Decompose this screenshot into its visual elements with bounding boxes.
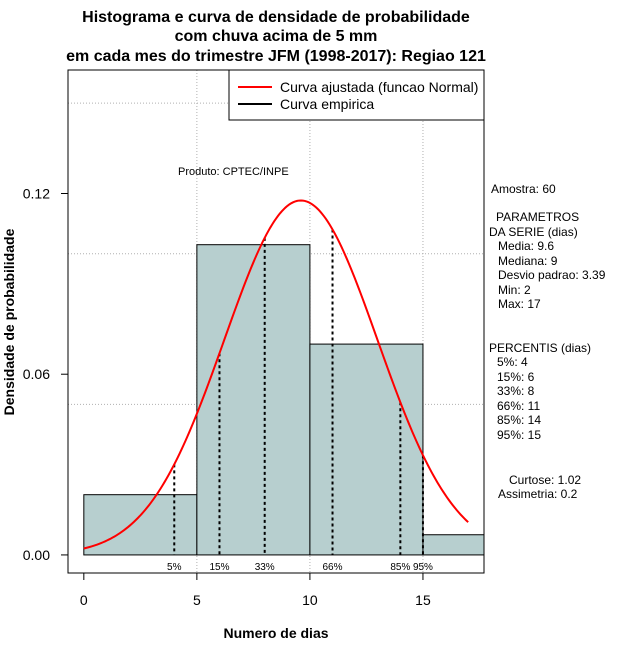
chart-title-line-1: Histograma e curva de densidade de proba…: [82, 9, 470, 26]
histogram-bar-0: [83, 494, 198, 556]
percentile-label-3: 66%: [323, 562, 343, 573]
histogram-bar-1: [196, 244, 311, 556]
y-axis-title: Densidade de probabilidade: [1, 228, 17, 415]
legend-box: [228, 69, 485, 121]
percentile-label-1: 15%: [209, 562, 229, 573]
y-axis: 0.00 0.06 0.12: [23, 185, 68, 563]
side-p85: 85%: 14: [497, 413, 541, 427]
side-p15: 15%: 6: [497, 370, 535, 384]
side-p66: 66%: 11: [497, 399, 540, 413]
histogram-bar-2: [309, 343, 424, 556]
x-axis: 0 5 10 15: [80, 573, 431, 608]
side-media: Media: 9.6: [498, 239, 554, 253]
side-p33: 33%: 8: [497, 384, 535, 398]
side-percentis-title: PERCENTIS (dias): [489, 341, 591, 355]
side-p95: 95%: 15: [497, 428, 541, 442]
product-annotation: Produto: CPTEC/INPE: [178, 166, 289, 178]
y-tick-label-2: 0.12: [23, 185, 50, 201]
side-desvio: Desvio padrao: 3.39: [498, 268, 606, 282]
x-tick-label-3: 15: [415, 592, 431, 608]
legend-fit-label: Curva ajustada (funcao Normal): [280, 79, 478, 95]
y-tick-label-0: 0.00: [23, 547, 50, 563]
chart-title-line-2: com chuva acima de 5 mm: [175, 28, 378, 45]
legend-empirical-label: Curva empirica: [280, 96, 374, 112]
percentile-label-4: 85%: [390, 562, 410, 573]
percentile-label-0: 5%: [167, 562, 182, 573]
percentile-label-2: 33%: [255, 562, 275, 573]
side-params-title: PARAMETROS: [496, 210, 579, 224]
percentile-lines: 5% 15% 33% 66% 85% 95%: [167, 229, 433, 573]
side-panel: Amostra: 60 PARAMETROS DA SERIE (dias) M…: [489, 182, 606, 501]
side-p5: 5%: 4: [497, 355, 528, 369]
x-tick-label-1: 5: [193, 592, 201, 608]
side-curtose: Curtose: 1.02: [509, 473, 581, 487]
side-min: Min: 2: [498, 283, 531, 297]
side-max: Max: 17: [498, 297, 541, 311]
side-assimetria: Assimetria: 0.2: [498, 487, 578, 501]
x-axis-title: Numero de dias: [223, 625, 328, 641]
percentile-label-5: 95%: [413, 562, 433, 573]
side-amostra: Amostra: 60: [491, 182, 556, 196]
legend: Curva ajustada (funcao Normal) Curva emp…: [228, 69, 485, 121]
side-params-sub: DA SERIE (dias): [489, 225, 578, 239]
x-tick-label-0: 0: [80, 592, 88, 608]
histogram-bars: [83, 244, 485, 556]
y-tick-label-1: 0.06: [23, 366, 50, 382]
chart-title-line-3: em cada mes do trimestre JFM (1998-2017)…: [66, 48, 486, 65]
fitted-normal-curve: [83, 199, 469, 550]
side-mediana: Mediana: 9: [498, 254, 558, 268]
histogram-bar-3: [422, 534, 485, 556]
x-tick-label-2: 10: [302, 592, 318, 608]
